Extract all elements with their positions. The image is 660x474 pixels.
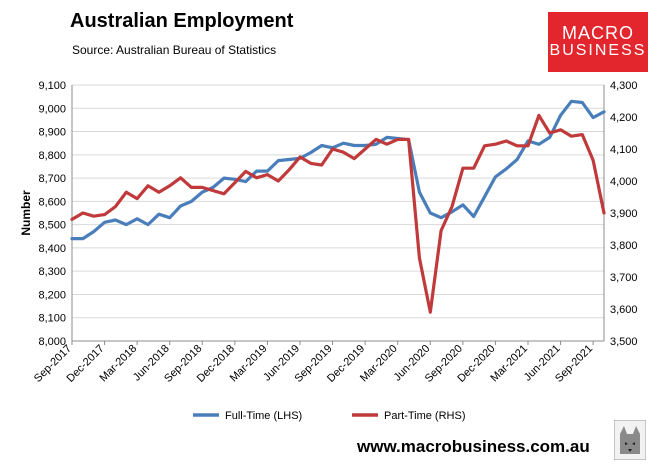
macrobusiness-logo: MACRO BUSINESS bbox=[548, 12, 648, 72]
right-tick-label: 3,500 bbox=[610, 336, 638, 348]
left-tick-label: 8,300 bbox=[38, 266, 66, 278]
left-tick-label: 8,900 bbox=[38, 127, 66, 139]
logo-line-2: BUSINESS bbox=[549, 42, 647, 60]
left-tick-label: 8,400 bbox=[38, 243, 66, 255]
legend-label: Part-Time (RHS) bbox=[384, 410, 465, 422]
left-tick-label: 8,600 bbox=[38, 196, 66, 208]
left-tick-label: 8,000 bbox=[38, 336, 66, 348]
right-tick-label: 4,200 bbox=[610, 112, 638, 124]
right-tick-label: 3,900 bbox=[610, 208, 638, 220]
right-tick-label: 3,700 bbox=[610, 272, 638, 284]
right-tick-label: 4,300 bbox=[610, 80, 638, 92]
left-tick-label: 8,500 bbox=[38, 220, 66, 232]
legend-label: Full-Time (LHS) bbox=[225, 410, 302, 422]
right-tick-label: 3,600 bbox=[610, 304, 638, 316]
fulltime-series-line bbox=[70, 99, 606, 241]
website-url: www.macrobusiness.com.au bbox=[357, 437, 590, 456]
right-tick-label: 3,800 bbox=[610, 240, 638, 252]
left-tick-label: 8,100 bbox=[38, 313, 66, 325]
right-tick-label: 4,100 bbox=[610, 144, 638, 156]
parttime-series-line bbox=[70, 113, 606, 314]
left-tick-label: 8,200 bbox=[38, 289, 66, 301]
chart-source: Source: Australian Bureau of Statistics bbox=[72, 43, 277, 57]
left-tick-label: 8,700 bbox=[38, 173, 66, 185]
logo-line-1: MACRO bbox=[562, 23, 634, 44]
wolf-mascot-icon bbox=[614, 420, 646, 460]
y-axis-title: Number bbox=[19, 190, 33, 236]
left-tick-label: 8,800 bbox=[38, 150, 66, 162]
left-tick-label: 9,000 bbox=[38, 103, 66, 115]
chart-title: Australian Employment bbox=[70, 10, 294, 32]
right-tick-label: 4,000 bbox=[610, 176, 638, 188]
left-tick-label: 9,100 bbox=[38, 80, 66, 92]
